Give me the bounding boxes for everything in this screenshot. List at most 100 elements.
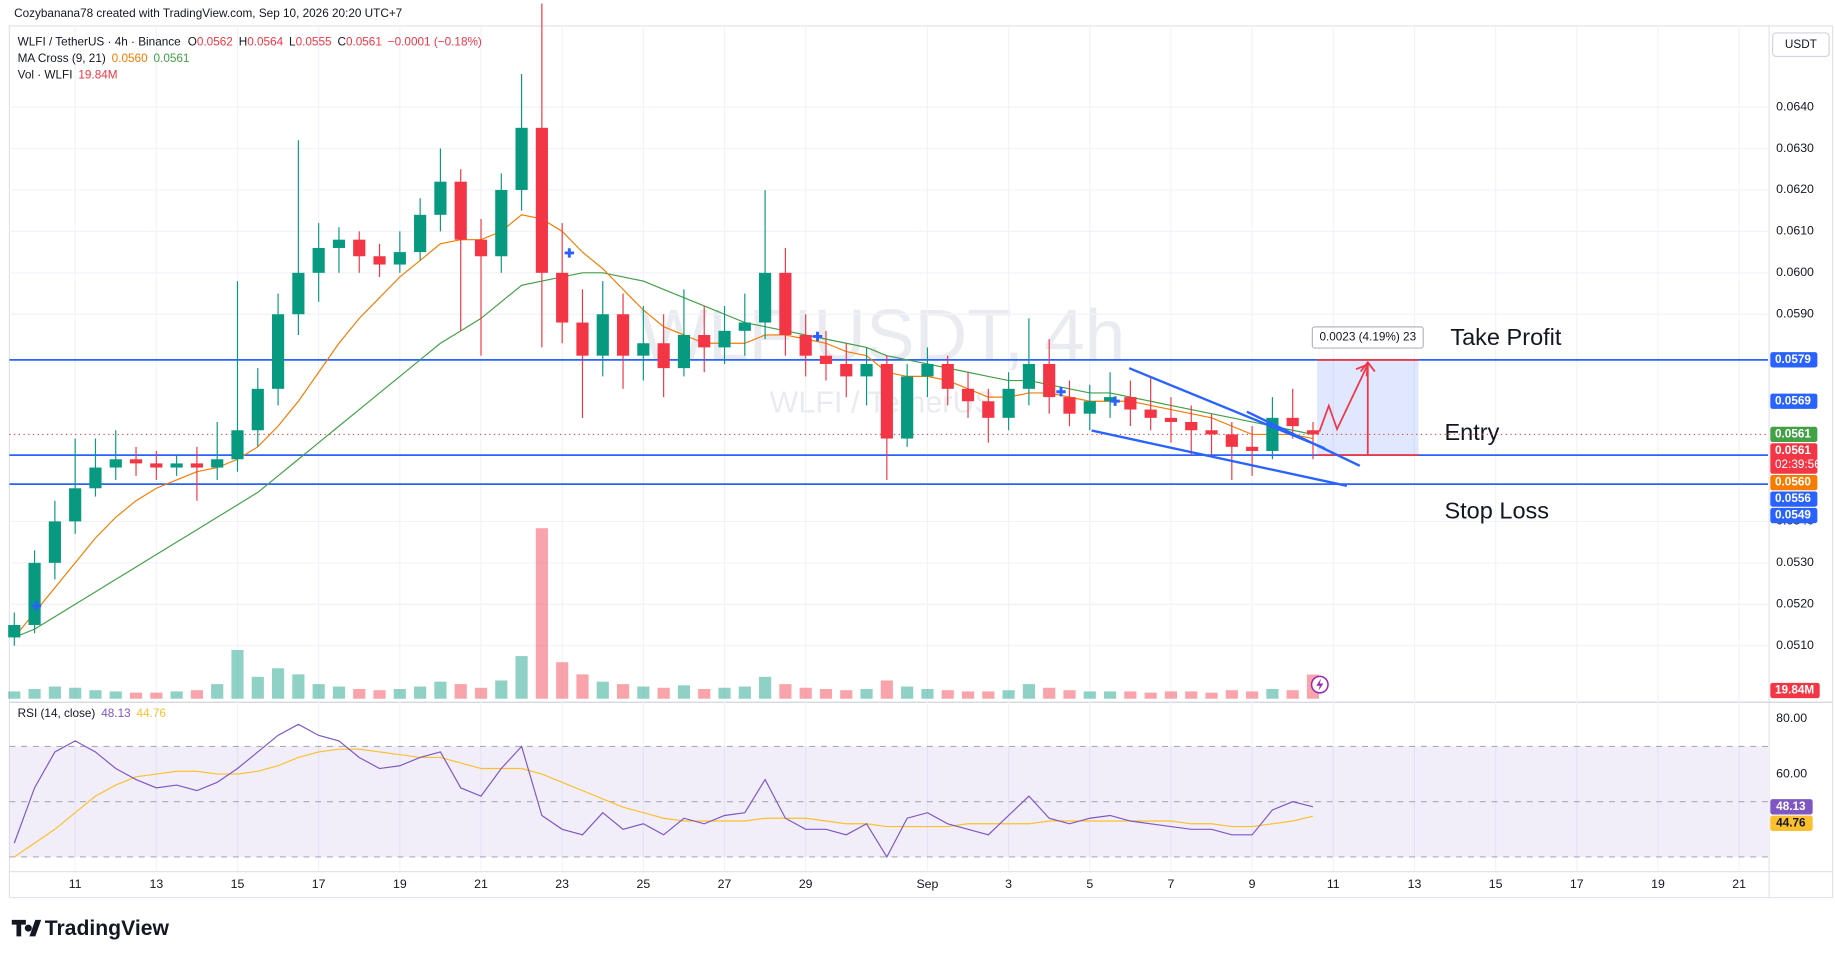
x-tick-label: 17	[312, 877, 326, 891]
volume-bar	[515, 656, 528, 699]
y-tick-label: 0.0510	[1776, 638, 1814, 652]
x-tick-label: 3	[1005, 877, 1012, 891]
volume-bar	[1164, 691, 1178, 699]
volume-bar	[495, 680, 508, 699]
rsi-tag	[1770, 815, 1813, 831]
candle-body	[657, 343, 670, 369]
symbol-line: WLFI / TetherUS · 4h · Binance O0.0562 H0.…	[18, 35, 482, 48]
price-tag-label: 0.0569	[1775, 394, 1811, 407]
volume-bar	[779, 684, 792, 699]
volume-bar	[170, 691, 183, 699]
vol-value: 19.84M	[78, 68, 117, 81]
candle-body	[495, 189, 508, 257]
candle-body	[576, 322, 589, 356]
candle-body	[1103, 397, 1117, 402]
volume-bar	[48, 686, 61, 699]
volume-bar	[8, 691, 21, 699]
ma-fast-value: 0.0560	[112, 52, 148, 65]
rsi-ma-value: 44.76	[137, 707, 167, 720]
candle-body	[799, 334, 812, 356]
volume-bar	[1225, 690, 1238, 699]
volume-bar	[1266, 688, 1279, 699]
candle-body	[1124, 397, 1137, 410]
volume-bar	[880, 680, 893, 699]
volume-bar	[799, 687, 812, 699]
price-tag-label: 0.0556	[1775, 492, 1811, 505]
ohlc-label: C	[337, 35, 346, 48]
volume-bar	[840, 690, 853, 699]
change: −0.0001 (−0.18%)	[388, 35, 482, 48]
y-tick-label: 0.0590	[1776, 307, 1814, 321]
candle-body	[982, 401, 995, 418]
volume-bar	[28, 688, 41, 699]
volume-bar	[860, 688, 873, 699]
rsi-tick-label: 80.00	[1776, 711, 1807, 725]
candle-body	[556, 272, 569, 323]
candle-body	[901, 376, 914, 439]
volume-bar	[941, 690, 954, 699]
rsi-tag-label: 44.76	[1776, 816, 1806, 829]
volume-bar	[556, 662, 569, 699]
candle-body	[69, 488, 82, 522]
rsi-line	[13, 723, 1314, 859]
rsi-line: RSI (14, close) 48.13 44.76	[18, 707, 167, 720]
currency: USDT	[1785, 38, 1817, 51]
rsi-ma-line	[13, 748, 1314, 858]
currency-button[interactable]	[1772, 32, 1830, 58]
ohlc-value: 0.0555	[296, 35, 332, 48]
volume-bar	[150, 692, 163, 699]
volume-bar	[332, 686, 346, 699]
price-tag-label: 0.0579	[1775, 353, 1811, 366]
position-label: 0.0023 (4.19%) 23	[1319, 331, 1416, 344]
ma-title: MA Cross (9, 21)	[18, 52, 106, 65]
vol-title: Vol · WLFI	[18, 68, 73, 81]
level-label: Entry	[1444, 419, 1499, 445]
candle-body	[190, 463, 204, 468]
cross-marker	[31, 601, 42, 611]
x-tick-label: 15	[231, 877, 245, 891]
x-tick-label: 19	[393, 877, 407, 891]
candle-body	[698, 334, 711, 348]
symbol: WLFI / TetherUS · 4h · Binance	[18, 35, 182, 48]
candle-body	[1306, 430, 1320, 435]
x-tick-label: 17	[1570, 877, 1584, 891]
ohlc-label: H	[239, 35, 248, 48]
volume-bar	[1002, 690, 1015, 699]
volume-bar	[1144, 692, 1157, 699]
price-tag-label: 0.0549	[1775, 509, 1811, 522]
candle-body	[1144, 409, 1157, 418]
x-tick-label: 11	[69, 877, 82, 891]
volume-bar	[982, 691, 995, 699]
cross-marker	[564, 248, 575, 258]
candle-body	[779, 272, 792, 335]
level-label: Stop Loss	[1444, 498, 1549, 524]
volume-bar	[698, 688, 711, 699]
rsi-tag-label: 48.13	[1776, 800, 1806, 813]
candle-body	[292, 272, 305, 315]
x-tick-label: 23	[555, 877, 569, 891]
candle-body	[1022, 363, 1035, 389]
candle-body	[373, 256, 386, 265]
candle-body	[819, 355, 833, 364]
candle-body	[129, 459, 143, 464]
ohlc-value: 0.0564	[247, 35, 283, 48]
price-tag	[1770, 491, 1818, 507]
candle-body	[211, 459, 224, 468]
price-tag	[1770, 443, 1818, 474]
brand: TradingView	[45, 917, 170, 940]
trendline	[1091, 429, 1348, 487]
candle-body	[941, 363, 954, 389]
vol-line: Vol · WLFI 19.84M	[18, 68, 118, 81]
volume-tag-label: 19.84M	[1775, 684, 1814, 697]
volume-bar	[454, 684, 467, 699]
volume-bar	[109, 691, 122, 699]
volume-bar	[231, 649, 244, 699]
price-tag	[1770, 426, 1818, 443]
volume-bar	[718, 687, 731, 699]
candle-body	[1205, 430, 1218, 435]
position-label-box	[1311, 326, 1424, 349]
y-tick-label: 0.0610	[1776, 224, 1814, 238]
candle-body	[738, 322, 751, 331]
candle-body	[1225, 434, 1238, 447]
